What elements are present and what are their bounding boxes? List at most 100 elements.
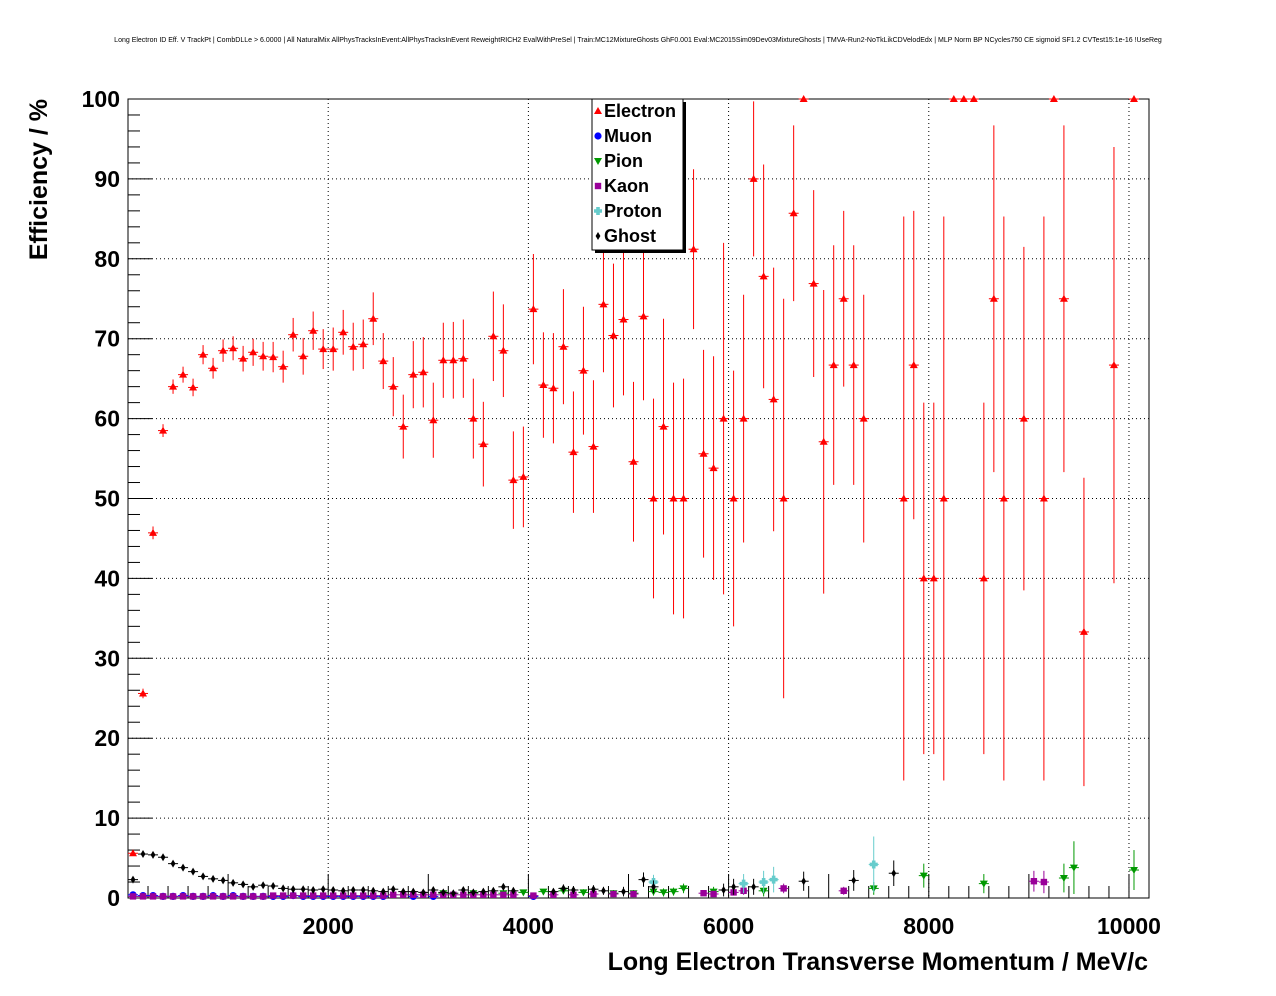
data-point — [360, 892, 367, 899]
data-point — [390, 891, 397, 899]
x-tick-label: 4000 — [503, 913, 554, 939]
data-point — [299, 352, 308, 360]
x-tick-label: 6000 — [703, 913, 754, 939]
data-point — [629, 457, 638, 465]
data-point — [1129, 867, 1138, 875]
data-point — [190, 867, 196, 876]
data-point — [250, 882, 256, 891]
data-point — [380, 887, 386, 896]
data-point — [851, 876, 857, 885]
data-point — [149, 528, 158, 536]
data-point — [159, 426, 168, 434]
data-point — [979, 880, 988, 888]
data-point — [189, 383, 198, 391]
legend-marker — [594, 207, 602, 215]
data-point — [219, 346, 228, 354]
data-point — [739, 414, 748, 422]
data-point — [469, 414, 478, 422]
data-point — [339, 328, 348, 336]
data-point — [330, 886, 336, 895]
data-point — [150, 850, 156, 859]
data-point — [799, 95, 808, 102]
data-point — [229, 893, 237, 900]
data-layer — [128, 95, 1139, 901]
series-electron — [128, 95, 1139, 857]
legend: Electron Muon Pion Kaon Proton Ghost — [591, 98, 686, 253]
data-point — [239, 354, 248, 362]
data-point — [601, 886, 606, 895]
x-axis-title: Long Electron Transverse Momentum / MeV/… — [608, 948, 1149, 976]
data-point — [350, 886, 356, 895]
data-point — [559, 342, 568, 350]
data-point — [249, 348, 258, 356]
data-point — [479, 440, 488, 448]
data-point — [179, 893, 187, 900]
y-tick-label: 70 — [94, 326, 120, 352]
data-point — [269, 892, 277, 899]
data-point — [891, 869, 897, 878]
data-point — [1049, 95, 1058, 102]
data-point — [200, 872, 206, 881]
axis-ticks: 2000 4000 6000 8000 10000 0 10 20 30 40 50 60 70 80 90… — [82, 86, 1161, 939]
data-point — [551, 887, 556, 896]
data-point — [769, 395, 778, 403]
data-point — [669, 888, 678, 896]
data-point — [260, 881, 266, 890]
data-point — [299, 892, 307, 899]
data-point — [659, 422, 668, 430]
data-point — [539, 381, 548, 389]
data-point — [139, 893, 147, 900]
data-point — [1030, 878, 1038, 885]
data-point — [639, 312, 648, 320]
data-point — [249, 893, 257, 900]
data-point — [450, 889, 456, 898]
data-point — [460, 886, 466, 895]
data-point — [659, 889, 668, 897]
data-point — [429, 416, 438, 424]
data-point — [529, 305, 538, 313]
data-point — [500, 882, 506, 891]
data-point — [229, 344, 238, 352]
data-point — [309, 892, 317, 899]
legend-entry-kaon: Kaon — [594, 176, 649, 196]
chart-title: Long Electron ID Eff. V TrackPt | CombDL… — [114, 37, 1162, 44]
y-tick-label: 100 — [82, 86, 120, 112]
data-point — [779, 494, 788, 502]
data-point — [549, 384, 558, 392]
y-tick-label: 50 — [94, 486, 120, 512]
data-point — [899, 494, 908, 502]
data-point — [499, 346, 508, 354]
data-point — [619, 315, 628, 323]
data-point — [759, 878, 768, 887]
data-point — [440, 888, 446, 897]
data-point — [919, 574, 928, 582]
y-tick-label: 40 — [94, 565, 120, 591]
data-point — [1069, 864, 1078, 872]
data-point — [969, 95, 978, 102]
data-point — [330, 892, 337, 899]
data-point — [390, 885, 396, 894]
data-point — [819, 437, 828, 445]
data-point — [829, 361, 838, 369]
data-point — [209, 364, 218, 372]
data-point — [169, 893, 177, 900]
data-point — [849, 361, 858, 369]
data-point — [470, 888, 476, 897]
data-point — [409, 370, 418, 378]
data-point — [739, 879, 748, 888]
data-point — [909, 361, 918, 369]
data-point — [289, 892, 297, 899]
data-point — [359, 340, 368, 348]
legend-marker — [594, 182, 602, 190]
y-tick-label: 0 — [107, 885, 120, 911]
data-point — [489, 332, 498, 340]
data-point — [319, 892, 327, 899]
data-point — [709, 464, 718, 472]
data-point — [609, 331, 618, 339]
y-tick-label: 60 — [94, 406, 120, 432]
data-point — [731, 882, 736, 891]
legend-entry-electron: Electron — [594, 101, 676, 121]
data-point — [1079, 627, 1088, 635]
data-point — [239, 893, 247, 900]
data-point — [170, 859, 176, 868]
